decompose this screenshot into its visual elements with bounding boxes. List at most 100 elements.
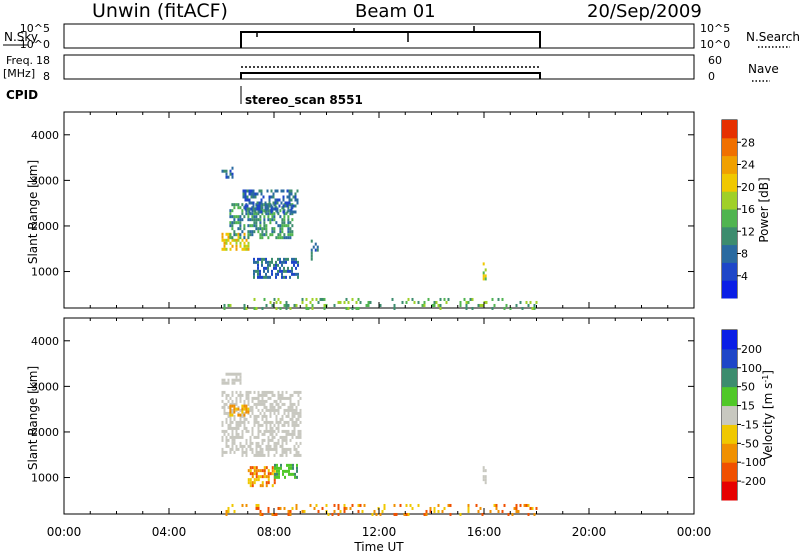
data-cell	[296, 463, 298, 467]
data-cell	[227, 372, 230, 376]
data-cell	[407, 512, 410, 516]
data-cell	[233, 410, 236, 414]
data-cell	[323, 297, 326, 301]
data-cell	[267, 263, 269, 267]
data-cell	[251, 399, 254, 403]
data-cell	[281, 227, 284, 231]
data-cell	[289, 393, 292, 397]
data-cell	[280, 463, 282, 467]
data-cell	[361, 509, 364, 513]
data-cell	[293, 423, 296, 427]
data-cell	[295, 272, 297, 276]
scatter-region	[274, 463, 298, 479]
data-cell	[237, 407, 240, 411]
data-cell	[245, 447, 248, 451]
data-cell	[231, 435, 234, 439]
data-cell	[279, 269, 281, 273]
data-cell	[239, 393, 242, 397]
data-cell	[255, 444, 258, 448]
data-cell	[251, 209, 254, 213]
data-cell	[321, 506, 324, 510]
data-cell	[351, 306, 354, 310]
data-cell	[249, 230, 252, 234]
data-cell	[297, 450, 300, 454]
data-cell	[253, 306, 256, 310]
data-cell	[241, 218, 244, 222]
data-cell	[275, 512, 278, 516]
data-cell	[267, 453, 270, 457]
data-cell	[257, 227, 260, 231]
data-cell	[291, 224, 294, 228]
data-cell	[223, 411, 226, 415]
data-cell	[273, 429, 276, 433]
data-cell	[295, 417, 298, 421]
data-cell	[249, 472, 252, 476]
data-cell	[417, 300, 420, 304]
data-cell	[255, 417, 258, 421]
data-cell	[439, 303, 442, 307]
data-cell	[233, 378, 236, 382]
data-cell	[243, 206, 246, 210]
data-cell	[242, 189, 245, 193]
cpid-label: CPID	[6, 88, 38, 102]
data-cell	[233, 407, 236, 411]
data-cell	[235, 423, 238, 427]
data-cell	[312, 245, 315, 249]
data-cell	[289, 512, 292, 516]
data-cell	[233, 417, 236, 421]
data-cell	[250, 192, 253, 196]
data-cell	[225, 509, 228, 513]
data-cell	[285, 432, 288, 436]
data-cell	[259, 399, 262, 403]
data-cell	[283, 275, 285, 279]
data-cell	[244, 195, 247, 199]
data-cell	[291, 432, 294, 436]
data-cell	[253, 221, 256, 225]
data-cell	[285, 396, 288, 400]
data-cell	[285, 306, 288, 310]
data-cell	[255, 402, 258, 406]
colorbar-tick-label: -200	[741, 475, 766, 488]
data-cell	[273, 297, 276, 301]
data-cell	[283, 408, 286, 412]
data-cell	[231, 438, 234, 442]
data-cell	[265, 475, 268, 479]
data-cell	[515, 509, 518, 513]
data-cell	[266, 207, 269, 211]
data-cell	[337, 300, 340, 304]
data-cell	[287, 221, 290, 225]
data-cell	[290, 207, 293, 211]
data-cell	[257, 257, 259, 261]
data-cell	[279, 266, 281, 270]
data-cell	[235, 447, 238, 451]
data-cell	[482, 469, 485, 473]
data-cell	[259, 411, 262, 415]
data-cell	[253, 390, 256, 394]
data-cell	[282, 189, 285, 193]
data-cell	[225, 438, 228, 442]
data-cell	[465, 303, 468, 307]
data-cell	[497, 509, 500, 513]
data-cell	[443, 506, 446, 510]
data-cell	[316, 248, 319, 252]
data-cell	[437, 509, 440, 513]
data-cell	[251, 218, 254, 222]
data-cell	[279, 435, 282, 439]
data-cell	[265, 393, 268, 397]
data-cell	[225, 247, 228, 251]
data-cell	[281, 236, 284, 240]
data-cell	[292, 472, 294, 476]
data-cell	[405, 503, 408, 507]
data-cell	[231, 503, 234, 507]
data-cell	[241, 447, 244, 451]
data-cell	[245, 438, 248, 442]
data-cell	[239, 441, 242, 445]
colorbar-swatch	[722, 481, 737, 501]
data-cell	[467, 300, 470, 304]
data-cell	[264, 201, 267, 205]
data-cell	[281, 390, 284, 394]
data-cell	[489, 509, 492, 513]
data-cell	[271, 420, 274, 424]
data-cell	[243, 215, 246, 219]
y-tick-label: 3000	[31, 380, 59, 393]
